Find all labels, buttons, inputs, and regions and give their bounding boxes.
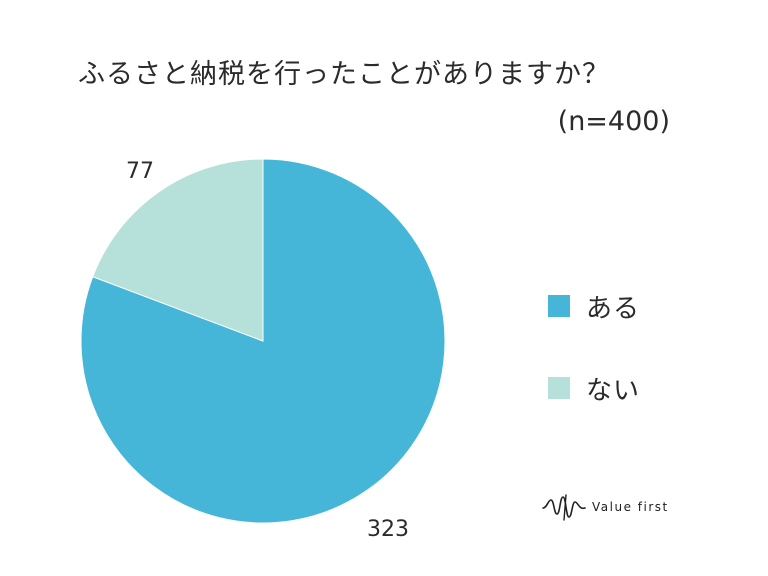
legend-swatch-aru: [548, 295, 570, 317]
brand-logo: Value first: [542, 492, 669, 522]
legend: ある ない: [548, 284, 640, 448]
wave-vf-logo-icon: [542, 494, 586, 521]
legend-swatch-nai: [548, 377, 570, 399]
chart-title: ふるさと納税を行ったことがありますか？: [78, 59, 610, 90]
data-label-aru: 323: [367, 517, 409, 542]
chart-subtitle: (n=400): [557, 106, 670, 137]
pie-slice-nai: [92, 158, 264, 342]
brand-name: Value first: [592, 500, 669, 514]
legend-item-nai: ない: [548, 366, 640, 410]
legend-label-nai: ない: [586, 375, 641, 406]
pie-slice-aru: [80, 158, 446, 524]
legend-item-aru: ある: [548, 284, 640, 328]
data-label-nai: 77: [126, 159, 154, 184]
legend-label-aru: ある: [586, 293, 641, 324]
